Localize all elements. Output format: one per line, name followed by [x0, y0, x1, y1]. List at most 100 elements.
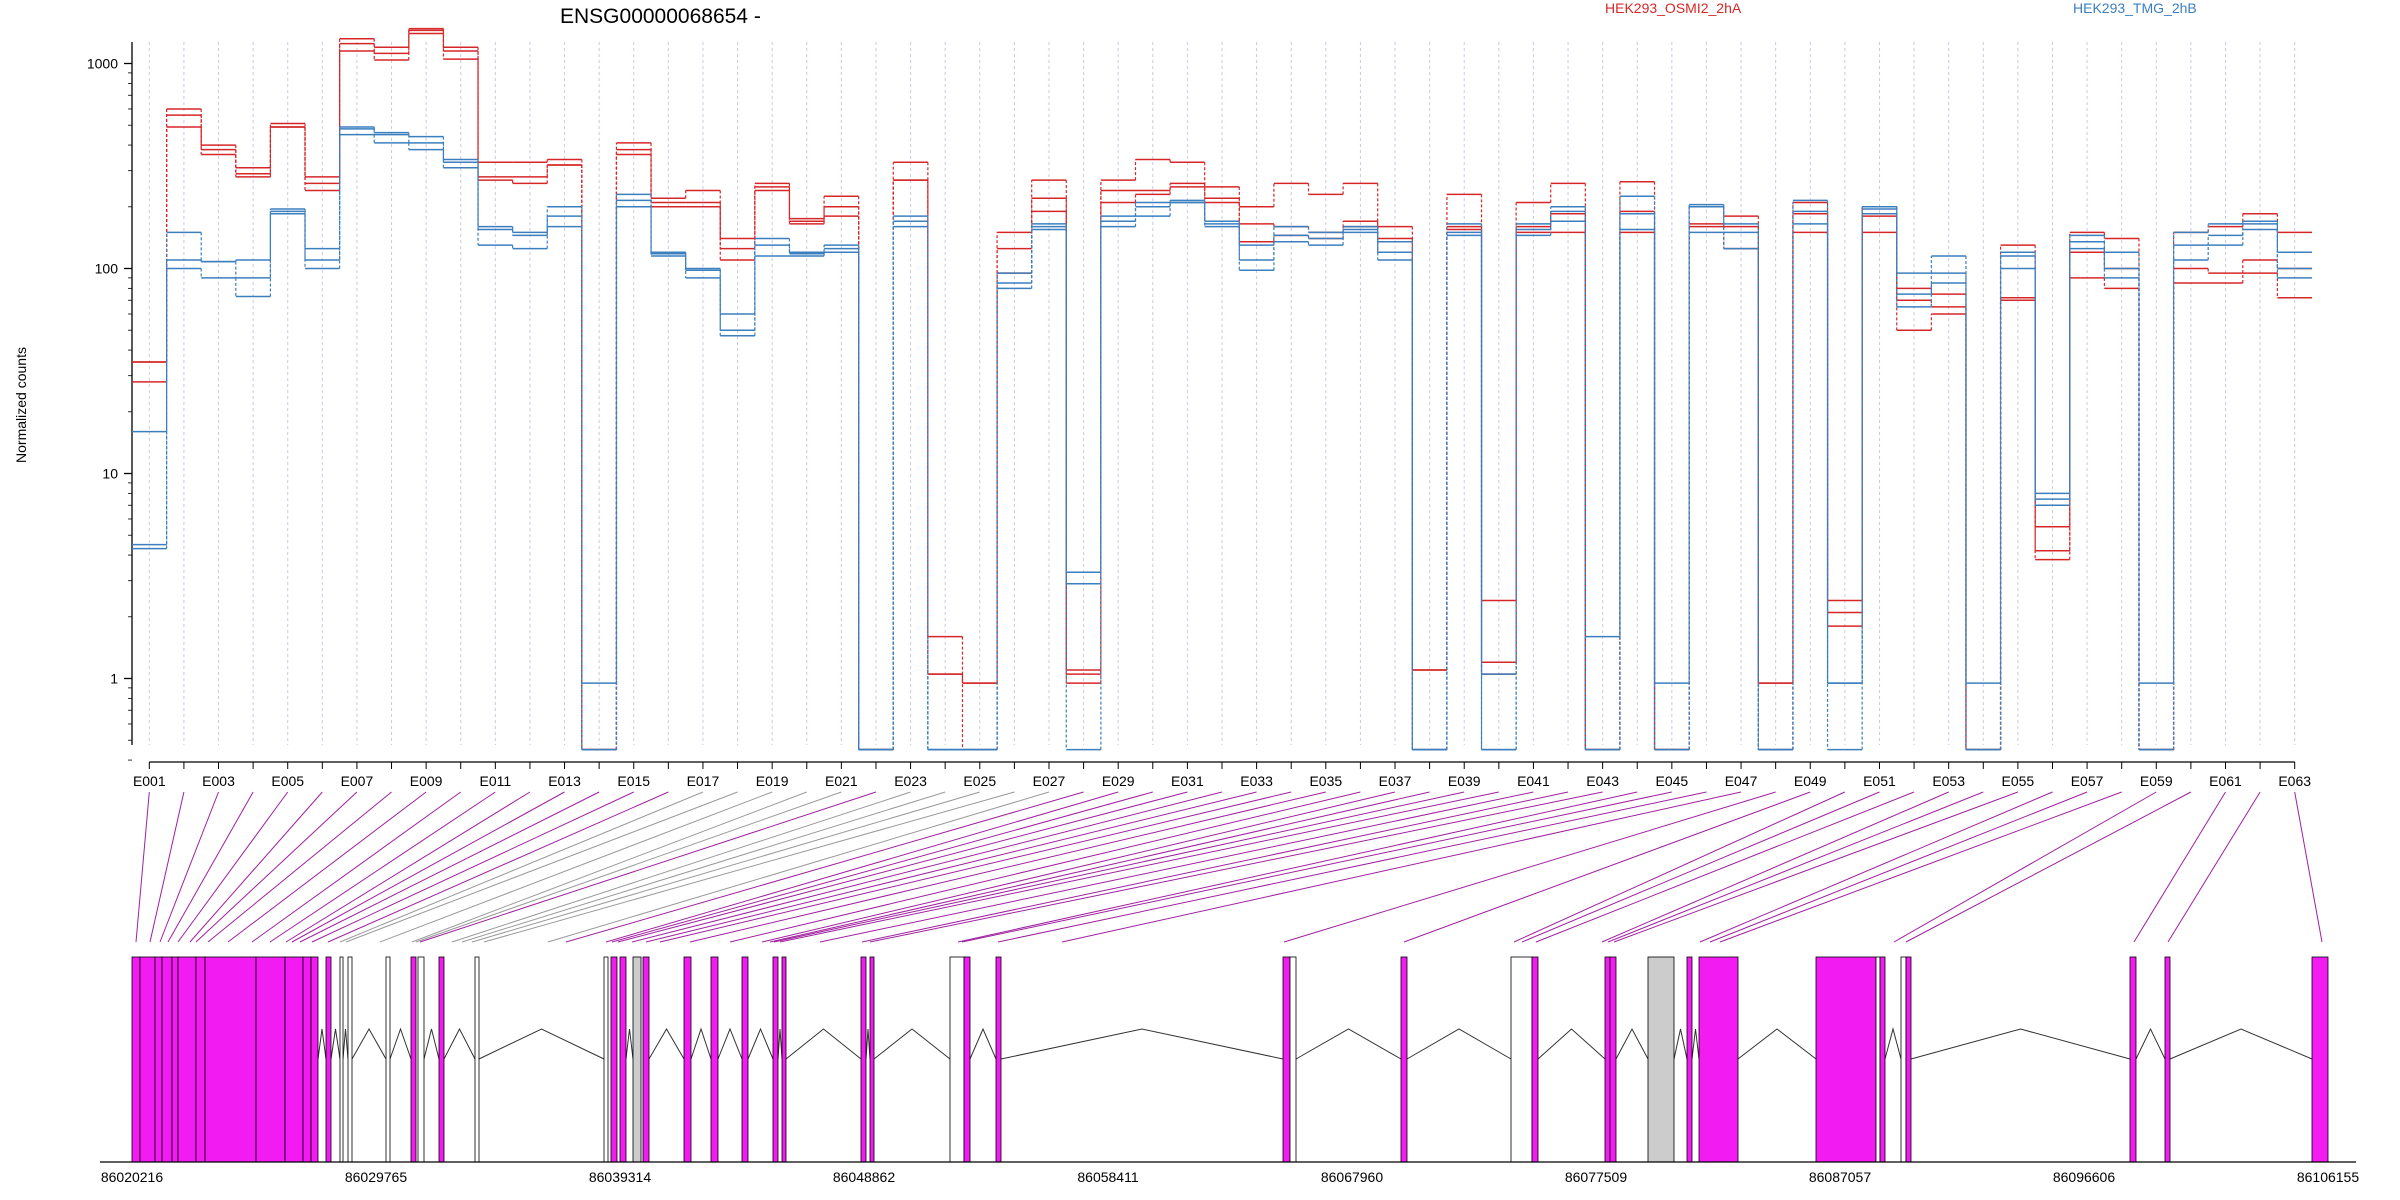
exon-connector	[411, 791, 807, 943]
exon-connector	[177, 791, 289, 943]
intron-line	[1406, 1028, 1512, 1060]
legend-item-tmg: HEK293_TMG_2hB	[2073, 0, 2197, 16]
intron-line	[1000, 1028, 1284, 1060]
exon-connector	[415, 791, 842, 943]
exon-block	[255, 956, 286, 1163]
intron-line	[2135, 1027, 2166, 1060]
exon-block	[139, 956, 156, 1163]
y-tick-label: 1	[110, 671, 118, 687]
exon-connector	[461, 791, 946, 943]
exon-connector	[339, 791, 704, 943]
exon-connector	[997, 791, 1707, 943]
coordinate-label: 86067960	[1321, 1169, 1384, 1185]
exon-block	[1510, 956, 1533, 1163]
intron-line	[648, 1028, 685, 1060]
exon-block	[1609, 956, 1617, 1163]
exon-connector	[1403, 791, 1811, 943]
exon-connector	[207, 791, 392, 943]
intron-line	[785, 1028, 862, 1060]
x-tick-label: E039	[1448, 773, 1481, 789]
exon-block	[417, 956, 425, 1163]
series-1	[132, 27, 2312, 751]
coordinate-label: 86077509	[1565, 1169, 1628, 1185]
intron-line	[1673, 1028, 1688, 1060]
exon-block	[177, 956, 197, 1163]
exon-block	[410, 956, 417, 1163]
exon-connector	[957, 791, 1638, 943]
exon-connector	[729, 791, 1361, 943]
exon-block	[1531, 956, 1539, 1163]
exon-connector	[645, 791, 1257, 943]
exon-connectors	[135, 791, 2323, 943]
exon-connector	[1719, 791, 2122, 943]
x-tick-label: E041	[1517, 773, 1550, 789]
exon-block	[860, 956, 867, 1163]
series-6	[132, 133, 2312, 751]
x-tick-label: E055	[2002, 773, 2035, 789]
exon-connector	[617, 791, 1188, 943]
intron-line	[317, 1028, 327, 1060]
intron-line	[389, 1027, 412, 1060]
exon-connector	[483, 791, 1015, 943]
exon-connector	[869, 791, 1603, 943]
exon-block	[347, 956, 353, 1163]
y-axis-label: Normalized counts	[13, 347, 29, 463]
exon-block	[161, 956, 173, 1163]
exon-connector	[299, 791, 600, 943]
exon-block	[310, 956, 319, 1163]
x-tick-label: E003	[202, 773, 235, 789]
exon-connector	[659, 791, 1292, 943]
exon-connector	[167, 791, 254, 943]
x-tick-label: E027	[1033, 773, 1066, 789]
coordinate-label: 86058411	[1077, 1169, 1138, 1185]
exon-block	[781, 956, 787, 1163]
gridlines	[148, 42, 2296, 745]
exon-connector	[1601, 791, 1949, 943]
exon-connector	[689, 791, 1326, 943]
exon-connector	[761, 791, 1396, 943]
x-tick-label: E031	[1171, 773, 1204, 789]
intron-line	[1615, 1027, 1649, 1060]
intron-line	[717, 1027, 743, 1060]
coordinate-label: 86029765	[345, 1169, 408, 1185]
gene-model	[100, 956, 2356, 1163]
intron-line	[747, 1027, 774, 1060]
exon-connector	[779, 791, 1499, 943]
exon-block	[963, 956, 971, 1163]
exon-connector	[1607, 791, 1984, 943]
exon-block	[632, 956, 642, 1163]
coordinate-label: 86039314	[589, 1169, 652, 1185]
exon-connector	[195, 791, 358, 943]
x-tick-label: E057	[2071, 773, 2104, 789]
exon-connector	[311, 791, 634, 943]
exon-connector	[819, 791, 1534, 943]
exon-connector	[2133, 791, 2226, 943]
exon-connector	[605, 791, 1119, 943]
intron-line	[873, 1028, 951, 1060]
exon-block	[339, 956, 344, 1163]
exon-block	[1686, 956, 1693, 1163]
exon-connector	[149, 791, 185, 943]
exon-block	[325, 956, 332, 1163]
exon-connector	[1535, 791, 1915, 943]
exon-block	[438, 956, 445, 1163]
intron-line	[690, 1027, 712, 1060]
x-tick-label: E049	[1794, 773, 1827, 789]
exon-block	[869, 956, 875, 1163]
intron-line	[443, 1027, 476, 1060]
x-tick-label: E013	[548, 773, 581, 789]
exon-connector	[471, 791, 980, 943]
exon-connector	[269, 791, 496, 943]
exon-connector	[1513, 791, 1846, 943]
exon-connector	[227, 791, 427, 943]
intron-line	[1295, 1028, 1402, 1060]
exon-block	[1698, 956, 1739, 1163]
exon-connector	[327, 791, 669, 943]
coordinate-label: 86048862	[833, 1169, 896, 1185]
x-tick-label: E033	[1240, 773, 1273, 789]
chart-title: ENSG00000068654 -	[560, 5, 761, 28]
exon-block	[772, 956, 779, 1163]
exon-connector	[159, 791, 219, 943]
exon-connector	[189, 791, 323, 943]
exon-connector	[2167, 791, 2261, 943]
